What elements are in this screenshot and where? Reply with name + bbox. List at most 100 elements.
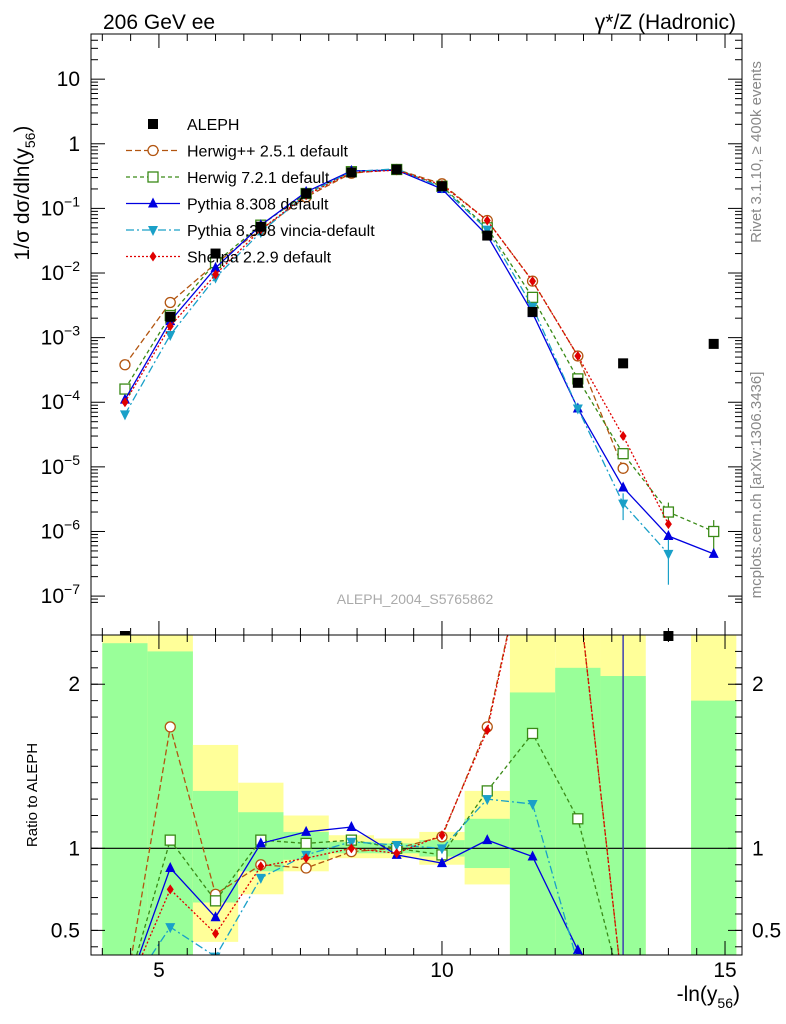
legend-marker-sherpa bbox=[149, 251, 157, 262]
marker-sherpa bbox=[121, 397, 129, 408]
uncertainty-band-stat bbox=[691, 700, 737, 955]
header-right: γ*/Z (Hadronic) bbox=[595, 11, 736, 34]
marker-sherpa bbox=[166, 321, 174, 332]
data-point-aleph bbox=[436, 181, 447, 192]
ratio-marker-vincia bbox=[527, 800, 538, 811]
y-tick-label: 10−2 bbox=[41, 258, 81, 285]
legend-label-pythia: Pythia 8.308 default bbox=[187, 197, 329, 214]
ratio-marker-pythia bbox=[572, 944, 583, 955]
ratio-marker-pythia bbox=[436, 857, 447, 868]
ratio-marker-pythia bbox=[165, 862, 176, 873]
data-point-aleph bbox=[255, 221, 266, 232]
x-axis-title-close: ) bbox=[733, 983, 740, 1006]
legend-marker-pythia bbox=[148, 197, 158, 208]
marker-sherpa bbox=[529, 276, 537, 287]
ratio-y-tick-label-right: 1 bbox=[752, 837, 764, 860]
data-point-aleph bbox=[572, 377, 583, 388]
legend-marker-data bbox=[148, 119, 158, 129]
ratio-marker-sherpa bbox=[257, 861, 265, 872]
y-axis-title-subscript: 56 bbox=[22, 132, 38, 148]
marker-herwig7 bbox=[526, 291, 539, 304]
ratio-marker-pythia bbox=[482, 834, 493, 845]
y-axis-title-close: ) bbox=[11, 126, 34, 133]
marker-sherpa bbox=[619, 431, 627, 442]
data-point-aleph bbox=[618, 358, 629, 369]
marker-herwigpp bbox=[119, 359, 131, 371]
y-axis-title-main: 1/σ dσ/dln(y56) bbox=[11, 126, 38, 261]
ratio-y-tick-label: 2 bbox=[68, 673, 80, 696]
ratio-marker-vincia bbox=[346, 837, 357, 848]
ratio-marker-sherpa bbox=[483, 725, 491, 736]
ratio-marker-vincia bbox=[482, 795, 493, 806]
ratio-marker-vincia bbox=[255, 873, 266, 884]
marker-vincia bbox=[663, 549, 674, 560]
ratio-y-tick-label-right: 0.5 bbox=[752, 919, 781, 942]
ratio-marker-sherpa bbox=[302, 853, 310, 864]
ratio-marker-pythia bbox=[527, 850, 538, 861]
ratio-marker-herwigpp bbox=[300, 862, 312, 874]
ratio-marker-vincia bbox=[391, 841, 402, 852]
ratio-marker-herwig7 bbox=[526, 727, 539, 740]
x-axis-title-text: -ln(y bbox=[677, 983, 718, 1006]
x-tick-label: 15 bbox=[713, 959, 736, 982]
y-tick-label: 10−7 bbox=[41, 581, 81, 608]
x-tick-label: 5 bbox=[153, 959, 165, 982]
legend-label-herwig7: Herwig 7.2.1 default bbox=[187, 170, 330, 187]
ratio-plot-panel: 0.5 0.5 1 1 2 2 5 10 15 bbox=[51, 634, 781, 982]
ratio-marker-herwig7 bbox=[572, 813, 584, 825]
ratio-marker-herwig7 bbox=[300, 837, 312, 850]
y-tick-label: 10−1 bbox=[41, 193, 81, 220]
legend-label-data: ALEPH bbox=[187, 117, 239, 134]
marker-vincia bbox=[119, 410, 130, 421]
marker-herwigpp bbox=[617, 462, 629, 474]
marker-herwig7 bbox=[662, 506, 675, 518]
marker-herwig7 bbox=[708, 525, 720, 538]
header-left: 206 GeV ee bbox=[103, 11, 215, 34]
mcplots-label: mcplots.cern.ch [arXiv:1306.3436] bbox=[748, 372, 765, 599]
uncertainty-band-stat bbox=[192, 790, 239, 903]
ratio-marker-herwig7 bbox=[209, 895, 222, 907]
y-tick-label: 10−3 bbox=[41, 323, 81, 350]
marker-sherpa bbox=[664, 519, 672, 530]
ratio-marker-sherpa bbox=[438, 830, 446, 841]
ratio-marker-vincia bbox=[436, 844, 447, 855]
x-tick-label: 10 bbox=[430, 959, 453, 982]
marker-vincia bbox=[572, 404, 583, 415]
series-line-herwig7 bbox=[124, 168, 714, 533]
legend-marker-herwig7 bbox=[147, 171, 159, 183]
data-point-aleph bbox=[482, 230, 493, 241]
legend-label-sherpa: Sherpa 2.2.9 default bbox=[187, 250, 332, 267]
marker-sherpa bbox=[483, 215, 491, 226]
ratio-marker-pythia bbox=[210, 911, 221, 922]
uncertainty-band-stat bbox=[555, 667, 601, 955]
ratio-series-group bbox=[131, 635, 620, 955]
y-tick-label: 10−5 bbox=[41, 452, 81, 479]
marker-herwigpp bbox=[164, 296, 176, 309]
marker-herwig7 bbox=[617, 448, 629, 460]
y-tick-label: 10−4 bbox=[41, 387, 81, 414]
x-axis-title-subscript: 56 bbox=[717, 995, 733, 1011]
ratio-marker-sherpa bbox=[393, 848, 401, 859]
marker-pythia bbox=[663, 530, 674, 541]
data-point-aleph bbox=[210, 248, 221, 259]
data-point-aleph bbox=[708, 338, 719, 349]
y-tick-label: 1 bbox=[68, 133, 80, 156]
ratio-marker-sherpa bbox=[212, 928, 220, 939]
ratio-marker-pythia bbox=[301, 825, 312, 836]
ratio-marker-herwigpp bbox=[164, 721, 176, 733]
marker-sherpa bbox=[212, 269, 220, 280]
ratio-y-tick-label: 1 bbox=[68, 837, 80, 860]
marker-pythia bbox=[708, 547, 719, 558]
ratio-line-herwig7 bbox=[135, 732, 614, 955]
legend-marker-vincia bbox=[148, 226, 158, 236]
series-line-herwigpp bbox=[124, 168, 624, 469]
data-point-aleph bbox=[165, 311, 176, 322]
ratio-axis-title: Ratio to ALEPH bbox=[24, 743, 41, 847]
legend-label-herwigpp: Herwig++ 2.5.1 default bbox=[187, 144, 349, 161]
rivet-label: Rivet 3.1.10, ≥ 400k events bbox=[748, 61, 765, 243]
legend-label-vincia: Pythia 8.308 vincia-default bbox=[187, 223, 375, 240]
marker-pythia bbox=[618, 481, 629, 492]
y-axis-title-text: 1/σ dσ/dln(y bbox=[11, 148, 34, 261]
ratio-y-tick-label: 0.5 bbox=[51, 919, 80, 942]
